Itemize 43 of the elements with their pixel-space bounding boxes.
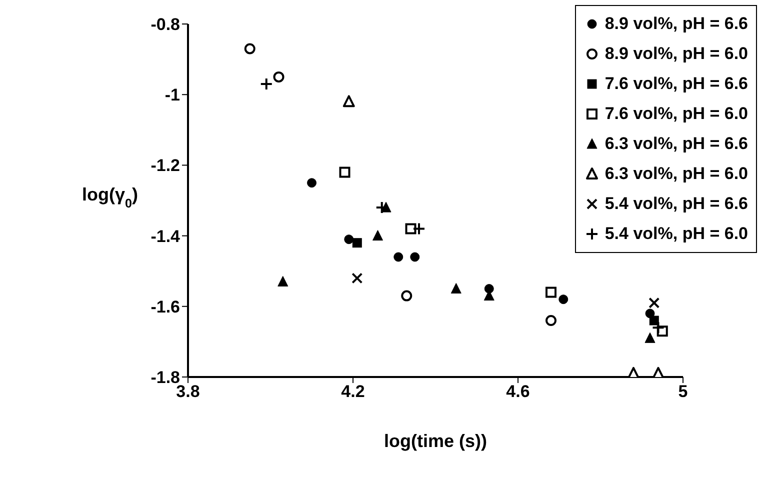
point <box>260 78 273 91</box>
x-tick-label: 4.6 <box>506 382 530 402</box>
point <box>372 230 383 241</box>
y-tick-label: -1 <box>164 86 180 105</box>
point <box>648 297 660 308</box>
y-axis-title: log(γ$_{0}$) <box>82 184 138 210</box>
y-tick-label: -0.8 <box>150 15 180 34</box>
point <box>410 252 420 262</box>
point <box>394 252 404 262</box>
point <box>546 315 556 326</box>
y-tick-label: -1.4 <box>150 226 181 246</box>
x-tick-label: 5 <box>678 382 688 402</box>
x-axis-title: log(time (s)) <box>384 431 487 451</box>
x-tick-label: 3.8 <box>176 382 200 402</box>
x-tick-label: 4.2 <box>341 382 365 402</box>
legend-label: 5.4 vol%, pH = 6.0 <box>604 224 748 244</box>
point <box>450 283 462 294</box>
legend-label: 6.3 vol%, pH = 6.6 <box>604 134 748 154</box>
point <box>244 43 256 54</box>
point <box>352 272 363 284</box>
y-tick-label: -1.2 <box>150 156 180 176</box>
point <box>273 71 284 82</box>
point <box>644 332 656 343</box>
legend-label: 8.9 vol%, pH = 6.0 <box>604 44 748 64</box>
point <box>339 166 350 178</box>
point <box>342 95 355 108</box>
y-tick-label: -1.6 <box>150 297 180 316</box>
legend-label: 7.6 vol%, pH = 6.0 <box>604 104 748 124</box>
point <box>412 222 426 236</box>
point <box>401 290 412 302</box>
point <box>649 316 659 326</box>
legend-label: 5.4 vol%, pH = 6.6 <box>604 194 748 214</box>
point <box>352 238 362 248</box>
point <box>558 294 568 304</box>
point <box>278 276 288 286</box>
point <box>546 286 556 298</box>
legend-label: 7.6 vol%, pH = 6.6 <box>604 74 748 94</box>
point <box>652 321 665 334</box>
point <box>307 178 316 188</box>
legend-label: 6.3 vol%, pH = 6.0 <box>604 164 748 184</box>
point <box>344 234 354 244</box>
legend-label: 8.9 vol%, pH = 6.6 <box>604 14 748 34</box>
point <box>405 223 416 234</box>
